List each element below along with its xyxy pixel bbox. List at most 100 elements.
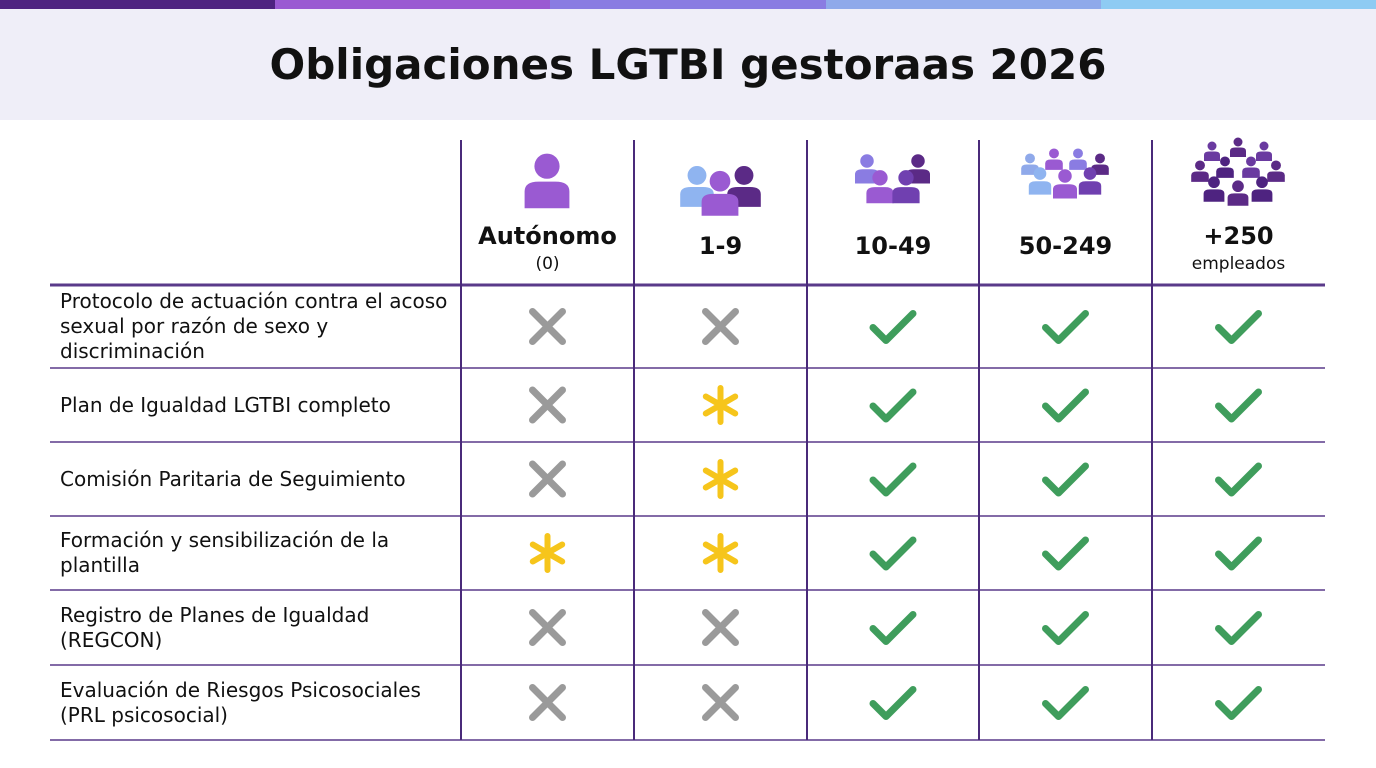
check-mark bbox=[1215, 611, 1262, 645]
status-icon bbox=[1042, 310, 1089, 344]
column-label: +250 bbox=[1203, 222, 1274, 250]
status-icon bbox=[529, 460, 566, 498]
person-body bbox=[892, 187, 920, 204]
cross-mark bbox=[529, 684, 566, 721]
status-icon bbox=[529, 386, 566, 424]
title: Obligaciones LGTBI gestoraas 2026 bbox=[269, 40, 1107, 89]
person-body bbox=[1053, 184, 1077, 199]
check-mark bbox=[1042, 388, 1089, 423]
column-sublabel: empleados bbox=[1191, 254, 1286, 274]
person-head bbox=[1049, 148, 1059, 159]
cross-mark bbox=[702, 684, 739, 721]
person-body bbox=[1028, 181, 1052, 195]
person-head bbox=[1095, 153, 1105, 164]
row-label: Evaluación de Riesgos Psicosociales (PRL… bbox=[60, 677, 421, 727]
person-icon bbox=[1053, 169, 1077, 199]
status-icon bbox=[869, 686, 917, 720]
accent-bar bbox=[0, 0, 1376, 9]
person-head bbox=[1220, 156, 1230, 167]
check-mark bbox=[869, 686, 917, 720]
status-icon bbox=[1215, 536, 1262, 571]
person-body bbox=[1069, 159, 1087, 170]
status-icon bbox=[1042, 388, 1089, 423]
person-icon bbox=[1045, 148, 1063, 170]
check-mark bbox=[1042, 462, 1089, 497]
cross-mark bbox=[702, 609, 739, 646]
column-label: Autónomo bbox=[478, 222, 617, 250]
person-icon bbox=[1216, 156, 1234, 178]
status-icon bbox=[1215, 388, 1262, 423]
check-mark bbox=[869, 536, 917, 571]
row-label: Plan de Igualdad LGTBI completo bbox=[60, 392, 391, 417]
cross-mark bbox=[529, 386, 566, 424]
status-icon bbox=[702, 533, 739, 573]
check-mark bbox=[1042, 310, 1089, 344]
person-body bbox=[524, 181, 570, 209]
row-label: Protocolo de actuación contra el acoso s… bbox=[60, 289, 448, 363]
person-head bbox=[734, 165, 754, 185]
check-mark bbox=[869, 388, 917, 423]
status-icon bbox=[529, 308, 566, 345]
status-icon bbox=[529, 533, 566, 573]
person-icon bbox=[524, 153, 570, 209]
check-mark bbox=[1215, 686, 1262, 720]
status-icon bbox=[702, 385, 739, 425]
status-icon bbox=[702, 308, 739, 345]
person-head bbox=[1271, 160, 1281, 171]
column-label: 10-49 bbox=[854, 232, 932, 260]
person-head bbox=[1073, 148, 1083, 159]
person-icon bbox=[1191, 160, 1209, 182]
check-mark bbox=[1215, 310, 1262, 344]
person-icon bbox=[1256, 141, 1272, 161]
person-body bbox=[1242, 167, 1260, 178]
status-icon bbox=[1042, 536, 1089, 571]
status-icon bbox=[1215, 310, 1262, 344]
status-icon bbox=[869, 611, 917, 645]
person-head bbox=[1195, 160, 1205, 171]
person-head bbox=[1083, 167, 1097, 180]
asterisk-mark bbox=[529, 533, 566, 573]
cross-mark bbox=[702, 308, 739, 345]
check-mark bbox=[1215, 462, 1262, 497]
status-icon bbox=[1042, 686, 1089, 720]
status-icon bbox=[702, 684, 739, 721]
row-label: Comisión Paritaria de Seguimiento bbox=[60, 466, 406, 491]
status-icon bbox=[1042, 611, 1089, 645]
person-head bbox=[1033, 167, 1047, 180]
check-mark bbox=[1215, 388, 1262, 423]
check-mark bbox=[1042, 536, 1089, 571]
person-head bbox=[1246, 156, 1256, 167]
check-mark bbox=[869, 611, 917, 645]
check-mark bbox=[1042, 611, 1089, 645]
status-icon bbox=[702, 459, 739, 499]
status-icon bbox=[1215, 611, 1262, 645]
person-head bbox=[687, 165, 707, 185]
person-body bbox=[701, 193, 739, 216]
check-mark bbox=[869, 462, 917, 497]
person-head bbox=[1208, 176, 1220, 189]
person-icon bbox=[1078, 167, 1102, 195]
title-band bbox=[0, 9, 1376, 120]
person-head bbox=[1259, 141, 1269, 151]
person-body bbox=[1230, 147, 1246, 157]
check-mark bbox=[869, 310, 917, 344]
status-icon bbox=[869, 462, 917, 497]
cross-mark bbox=[529, 609, 566, 646]
status-icon bbox=[702, 609, 739, 646]
status-icon bbox=[1042, 462, 1089, 497]
cross-mark bbox=[529, 460, 566, 498]
person-icon bbox=[1242, 156, 1260, 178]
status-icon bbox=[869, 388, 917, 423]
person-head bbox=[911, 154, 925, 168]
person-head bbox=[860, 154, 874, 168]
column-label: 1-9 bbox=[698, 232, 743, 260]
check-mark bbox=[1042, 686, 1089, 720]
person-body bbox=[1251, 189, 1273, 202]
person-head bbox=[1232, 180, 1244, 193]
status-icon bbox=[529, 684, 566, 721]
person-icon bbox=[1204, 141, 1220, 161]
person-body bbox=[1045, 159, 1063, 170]
person-icon bbox=[1227, 180, 1249, 206]
